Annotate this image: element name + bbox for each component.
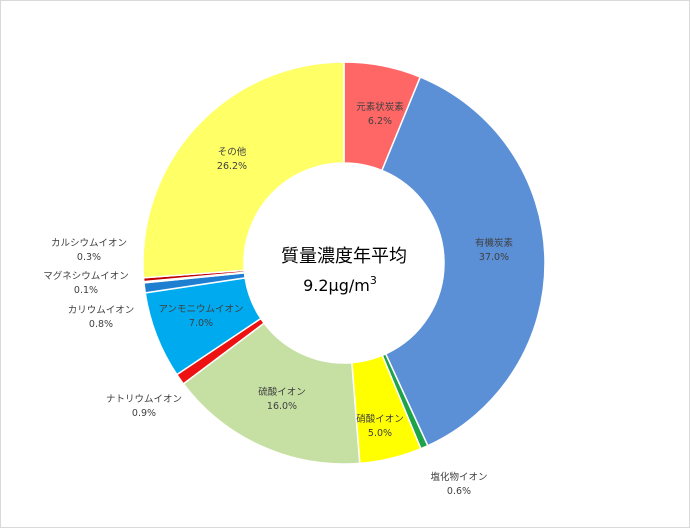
slice-value-label: 0.9% [132, 408, 156, 419]
center-value: 9.2μg/m3 [303, 274, 377, 295]
slice-name-label: 元素状炭素 [356, 101, 404, 113]
slice-name-label: マグネシウムイオン [43, 270, 129, 282]
slice [182, 322, 361, 465]
slice-name-label: 硝酸イオン [356, 413, 404, 425]
slice-value-label: 0.8% [89, 319, 113, 330]
slice [380, 76, 546, 447]
slice-value-label: 37.0% [479, 252, 509, 263]
slice-value-label: 7.0% [189, 318, 213, 329]
slice-value-label: 6.2% [368, 116, 392, 127]
slice-name-label: 塩化物イオン [430, 471, 487, 483]
slice-value-label: 0.6% [447, 486, 471, 497]
slice-value-label: 0.3% [77, 252, 101, 263]
slice-value-label: 16.0% [267, 401, 297, 412]
donut-slices [142, 61, 546, 465]
slice-value-label: 26.2% [217, 161, 247, 172]
slice-name-label: カリウムイオン [68, 305, 135, 316]
slice-name-label: ナトリウムイオン [106, 394, 182, 405]
slice-name-label: その他 [218, 146, 247, 158]
slice-labels: 元素状炭素6.2%有機炭素37.0%塩化物イオン0.6%硝酸イオン5.0%硫酸イ… [43, 101, 513, 497]
slice-name-label: アンモニウムイオン [158, 304, 243, 315]
slice [142, 61, 345, 279]
center-value-superscript: 3 [370, 274, 377, 287]
slice-name-label: カルシウムイオン [51, 238, 127, 249]
slice-name-label: 硫酸イオン [258, 386, 306, 398]
slice-value-label: 5.0% [368, 428, 392, 439]
center-title: 質量濃度年平均 [281, 246, 407, 267]
slice-name-label: 有機炭素 [475, 237, 514, 249]
slice-value-label: 0.1% [74, 285, 98, 296]
